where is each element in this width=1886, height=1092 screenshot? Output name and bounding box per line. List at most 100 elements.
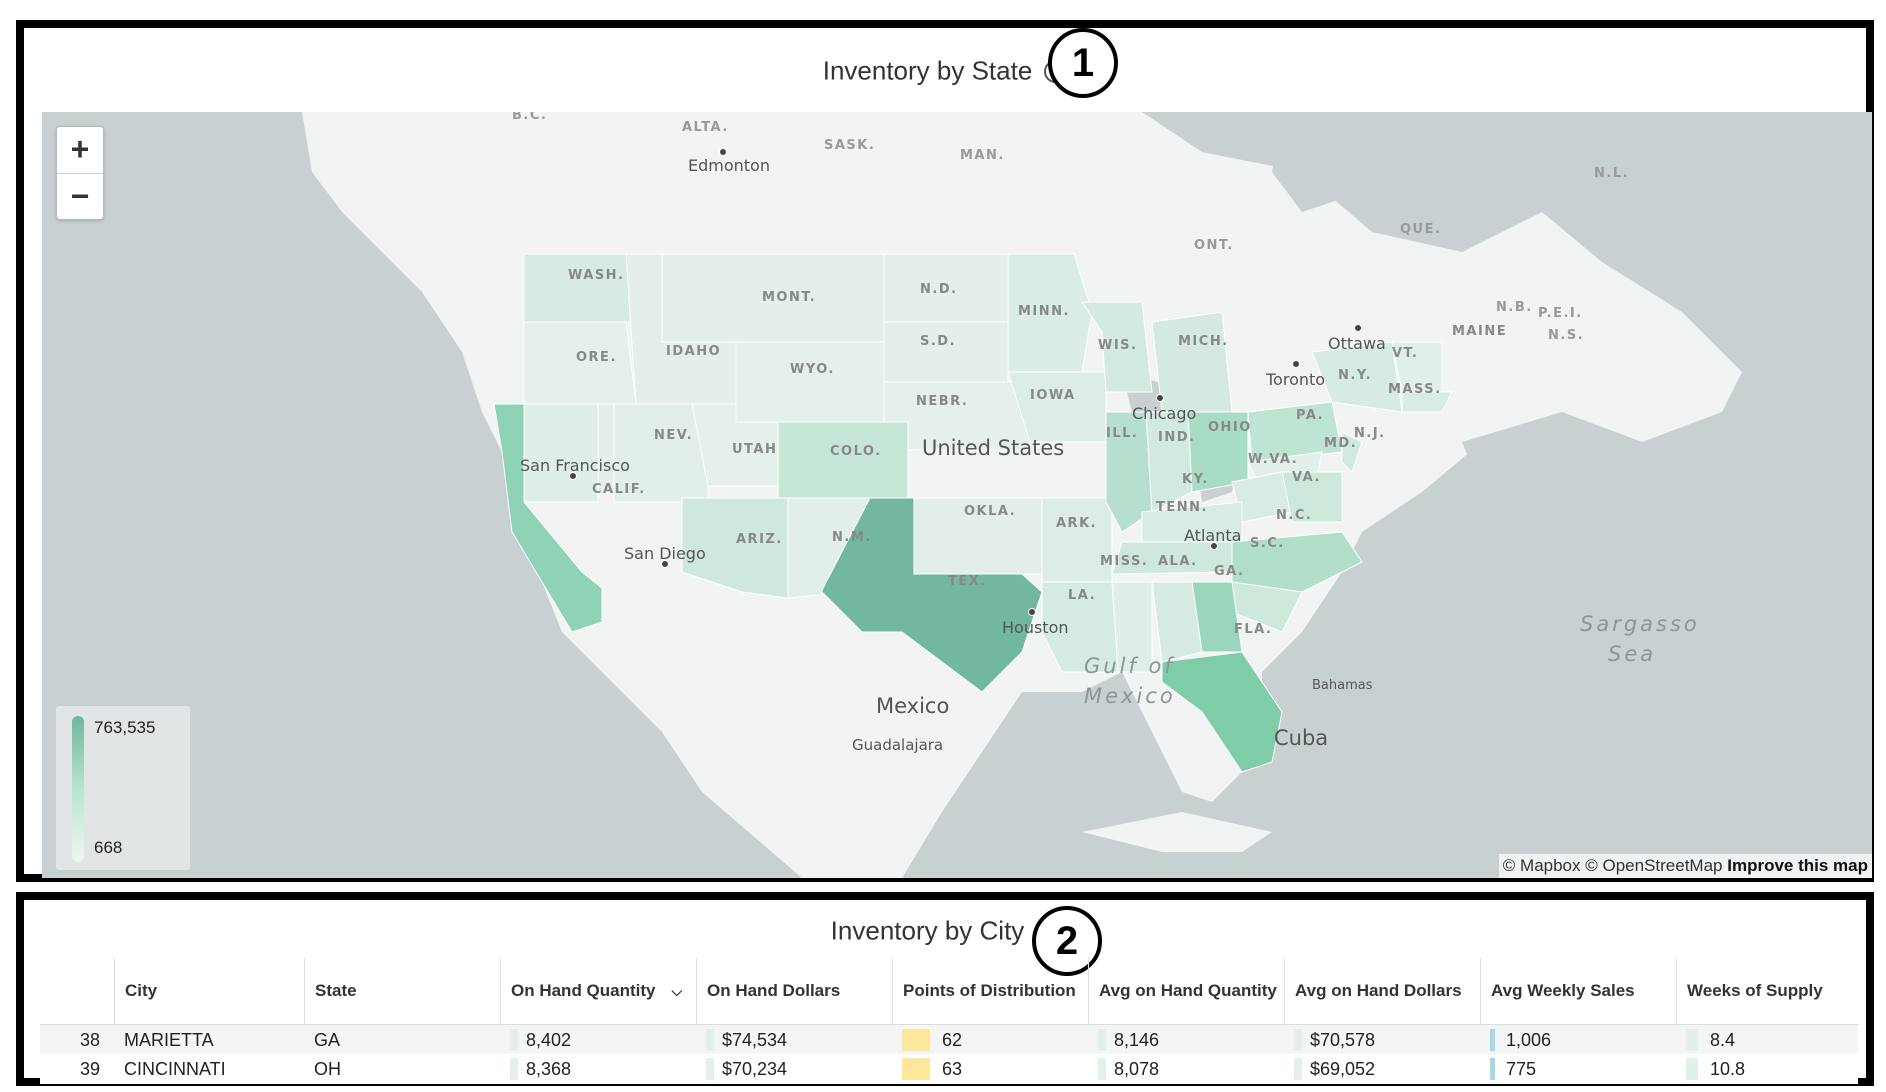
state-label: OHIO xyxy=(1208,420,1252,435)
column-header-points-of-distribution[interactable]: Points of Distribution xyxy=(892,958,1088,1024)
state-label: MONT. xyxy=(762,290,817,305)
color-legend: 763,535 668 xyxy=(56,706,190,870)
table-row[interactable]: 39 CINCINNATI OH 8,368 $70,234 63 8,078 … xyxy=(40,1054,1858,1084)
zoom-in-button[interactable]: + xyxy=(57,127,103,174)
cell-bar xyxy=(706,1058,714,1080)
cell-avg-weekly-sales: 1,006 xyxy=(1506,1030,1552,1050)
attribution-text[interactable]: © Mapbox © OpenStreetMap xyxy=(1502,856,1723,875)
cell-bar xyxy=(902,1029,930,1051)
province-label: MAN. xyxy=(960,148,1005,163)
cell-avg-on-hand-quantity: 8,146 xyxy=(1114,1030,1160,1050)
city-marker xyxy=(719,148,727,156)
city-marker xyxy=(1156,394,1164,402)
water-label: Mexico xyxy=(1084,684,1176,708)
cell-weeks-of-supply: 10.8 xyxy=(1710,1059,1746,1079)
water-label: Gulf of xyxy=(1084,654,1175,678)
cell-points-of-distribution: 62 xyxy=(942,1030,963,1050)
city-marker xyxy=(661,560,669,568)
column-header-on-hand-dollars[interactable]: On Hand Dollars xyxy=(696,958,892,1024)
column-header-weeks-of-supply[interactable]: Weeks of Supply xyxy=(1676,958,1866,1024)
city-label: San Francisco xyxy=(520,456,630,475)
cell-bar xyxy=(1686,1058,1698,1080)
country-label: Cuba xyxy=(1274,726,1329,750)
state-label: S.C. xyxy=(1250,536,1285,551)
cell-city: MARIETTA xyxy=(124,1030,214,1050)
cell-bar xyxy=(902,1058,930,1080)
state-label: TENN. xyxy=(1156,500,1208,515)
cell-bar xyxy=(1686,1029,1698,1051)
cell-state: GA xyxy=(314,1030,341,1050)
state-label: WYO. xyxy=(790,362,835,377)
state-label: IOWA xyxy=(1030,388,1076,403)
city-label: Edmonton xyxy=(688,156,770,175)
province-label: N.L. xyxy=(1594,166,1630,181)
province-label: ONT. xyxy=(1194,238,1234,253)
state-panel-header: Inventory by Statei xyxy=(24,54,1866,87)
cell-avg-on-hand-quantity: 8,078 xyxy=(1114,1059,1160,1079)
city-label: Toronto xyxy=(1266,370,1326,389)
table-row[interactable]: 38 MARIETTA GA 8,402 $74,534 62 8,146 $7… xyxy=(40,1024,1858,1055)
state-label: WIS. xyxy=(1098,338,1138,353)
state-label: VA. xyxy=(1292,470,1321,485)
cell-bar xyxy=(1490,1058,1495,1080)
state-label: TEX. xyxy=(948,574,987,589)
city-label: Guadalajara xyxy=(852,736,944,754)
cell-city: CINCINNATI xyxy=(124,1059,226,1079)
state-label: COLO. xyxy=(830,444,882,459)
state-label: LA. xyxy=(1068,588,1097,603)
province-label: P.E.I. xyxy=(1538,306,1583,321)
state-panel-title: Inventory by State xyxy=(822,55,1033,86)
state-label: ARIZ. xyxy=(736,532,783,547)
city-label: San Diego xyxy=(624,544,706,563)
sort-descending-icon[interactable]: ⌵ xyxy=(671,983,683,999)
state-label: MD. xyxy=(1324,436,1358,451)
city-label: Chicago xyxy=(1132,404,1197,423)
state-label: ILL. xyxy=(1106,426,1139,441)
state-label: NEBR. xyxy=(916,394,969,409)
state-label: KY. xyxy=(1182,472,1209,487)
column-header-state[interactable]: State xyxy=(304,958,500,1024)
state-label: MICH. xyxy=(1178,334,1229,349)
zoom-controls: + − xyxy=(56,126,104,220)
city-label: Bahamas xyxy=(1312,678,1373,693)
column-header-avg-weekly-sales[interactable]: Avg Weekly Sales xyxy=(1480,958,1676,1024)
inventory-map[interactable]: + − WASH. ORE. IDAHO MONT. N.D. S.D. WYO… xyxy=(42,112,1872,878)
column-header-city[interactable]: City xyxy=(114,958,304,1024)
state-label: MINN. xyxy=(1018,304,1070,319)
cell-on-hand-quantity: 8,402 xyxy=(526,1030,572,1050)
province-label: N.B. xyxy=(1496,300,1533,315)
state-label: NEV. xyxy=(654,428,694,443)
state-label: W.VA. xyxy=(1248,452,1299,467)
column-header-avg-on-hand-dollars[interactable]: Avg on Hand Dollars xyxy=(1284,958,1480,1024)
state-label: ORE. xyxy=(576,350,617,365)
column-header-on-hand-quantity[interactable]: On Hand Quantity ⌵ xyxy=(500,958,696,1024)
state-label: OKLA. xyxy=(964,504,1017,519)
cell-bar xyxy=(510,1029,518,1051)
cell-points-of-distribution: 63 xyxy=(942,1059,963,1079)
cell-state: OH xyxy=(314,1059,341,1079)
state-label: IDAHO xyxy=(666,344,722,359)
province-label: SASK. xyxy=(824,138,876,153)
province-label: ALTA. xyxy=(682,120,729,135)
cell-bar xyxy=(1098,1029,1106,1051)
zoom-out-button[interactable]: − xyxy=(70,178,90,214)
city-panel-title: Inventory by City xyxy=(830,915,1025,946)
cell-on-hand-dollars: $70,234 xyxy=(722,1059,788,1079)
row-number: 38 xyxy=(79,1030,100,1050)
step-badge-2: 2 xyxy=(1032,906,1102,976)
cell-bar xyxy=(510,1058,518,1080)
cell-bar xyxy=(1490,1029,1495,1051)
improve-map-link[interactable]: Improve this map xyxy=(1727,856,1868,875)
step-badge-1: 1 xyxy=(1048,28,1118,98)
state-label: N.C. xyxy=(1276,508,1313,523)
state-label: N.Y. xyxy=(1338,368,1373,383)
city-label: Ottawa xyxy=(1328,334,1386,353)
map-canvas xyxy=(42,112,1872,878)
cell-bar xyxy=(706,1029,714,1051)
state-label: WASH. xyxy=(568,268,625,283)
column-header-avg-on-hand-quantity[interactable]: Avg on Hand Quantity xyxy=(1088,958,1284,1024)
state-label: FLA. xyxy=(1234,622,1273,637)
state-label: N.J. xyxy=(1354,426,1386,441)
column-header-label: On Hand Quantity xyxy=(511,981,656,1000)
state-label: MISS. xyxy=(1100,554,1149,569)
